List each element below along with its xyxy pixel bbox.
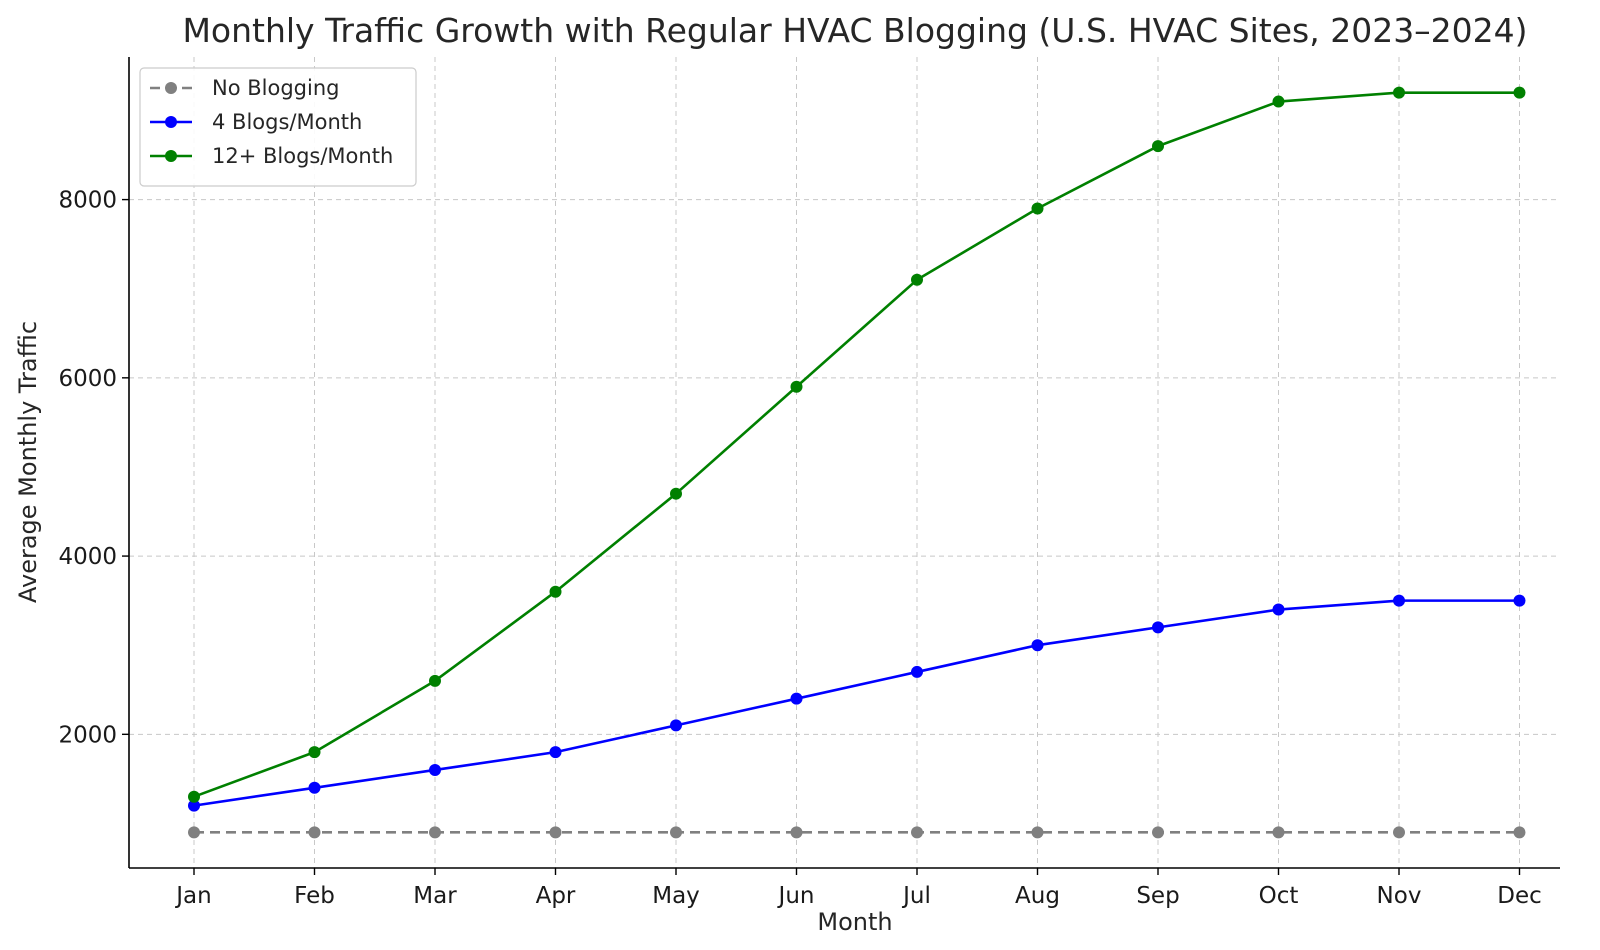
legend-marker (165, 82, 177, 94)
data-point (790, 692, 803, 705)
legend-marker (165, 150, 177, 162)
x-tick-label: May (652, 883, 700, 909)
data-point (1513, 826, 1526, 839)
series-2 (188, 594, 1526, 812)
legend-label: No Blogging (212, 76, 339, 100)
x-tick-label: Jul (901, 883, 931, 909)
data-point (1152, 140, 1164, 153)
data-point (549, 826, 562, 839)
y-tick-label: 8000 (58, 188, 117, 214)
legend-marker (165, 116, 177, 128)
series-3 (188, 86, 1526, 803)
x-tick-label: Jan (174, 883, 211, 909)
x-tick-label: Dec (1497, 883, 1542, 909)
chart-title: Monthly Traffic Growth with Regular HVAC… (182, 11, 1527, 50)
x-tick-label: Mar (413, 883, 457, 909)
grid-layer (129, 57, 1560, 868)
y-tick-label: 4000 (58, 544, 117, 570)
legend-item: 12+ Blogs/Month (150, 144, 393, 168)
y-axis-label: Average Monthly Traffic (14, 321, 42, 603)
data-point (549, 746, 562, 759)
data-point (670, 487, 682, 500)
data-point (1513, 86, 1526, 99)
data-point (188, 799, 200, 812)
data-point (1393, 594, 1405, 607)
data-point (911, 273, 923, 286)
data-point (429, 826, 441, 839)
x-tick-label: Jun (777, 883, 815, 909)
data-point (670, 826, 682, 839)
axes-layer: Jan Feb Mar Apr May Jun Jul Aug Sep Oct Nov Dec 2000… (58, 57, 1560, 909)
data-point (1272, 826, 1285, 839)
series-layer (188, 86, 1526, 839)
data-point (1272, 603, 1285, 616)
series-line (193, 599, 1520, 807)
legend-item: 4 Blogs/Month (150, 110, 362, 134)
legend-item: No Blogging (150, 76, 339, 100)
data-point (1031, 639, 1044, 652)
data-point (911, 826, 923, 839)
legend-label: 4 Blogs/Month (212, 110, 362, 134)
x-tick-label: Feb (294, 883, 335, 909)
x-tick-label: Apr (536, 883, 576, 909)
series-line (193, 91, 1520, 798)
x-tick-label: Oct (1259, 883, 1299, 909)
data-point (1152, 826, 1164, 839)
legend: No Blogging 4 Blogs/Month 12+ Blogs/Month (139, 67, 417, 187)
data-point (790, 380, 803, 393)
data-point (670, 719, 682, 732)
data-point (549, 585, 562, 598)
x-tick-label: Nov (1377, 883, 1422, 909)
data-point (188, 790, 200, 803)
data-point (1031, 826, 1044, 839)
x-tick-label: Sep (1136, 883, 1179, 909)
data-point (1031, 202, 1044, 215)
data-point (1152, 621, 1164, 634)
data-point (429, 763, 441, 776)
y-tick-label: 2000 (58, 722, 117, 748)
data-point (911, 665, 923, 678)
data-point (1393, 826, 1405, 839)
data-point (308, 781, 321, 794)
data-point (1272, 95, 1285, 108)
data-point (308, 826, 321, 839)
data-point (429, 674, 441, 687)
y-tick-label: 6000 (58, 366, 117, 392)
legend-label: 12+ Blogs/Month (212, 144, 393, 168)
data-point (188, 826, 200, 839)
x-axis-label: Month (817, 908, 892, 936)
data-point (1393, 86, 1405, 99)
data-point (790, 826, 803, 839)
x-tick-label: Aug (1015, 883, 1060, 909)
data-point (1513, 594, 1526, 607)
legend-box (139, 67, 417, 187)
series-1 (188, 826, 1526, 839)
data-point (308, 746, 321, 759)
